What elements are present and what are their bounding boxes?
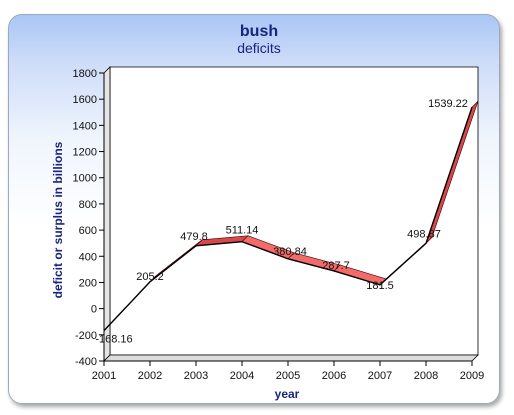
- plot-walls: [103, 66, 479, 362]
- x-tick-label: 2003: [184, 370, 208, 382]
- side-wall: [103, 66, 111, 362]
- data-label: 380.84: [273, 246, 307, 258]
- series-ribbon: [103, 100, 479, 332]
- y-tick-label: -200: [75, 330, 97, 342]
- y-tick-label: 1600: [73, 94, 97, 106]
- y-tick-label: -400: [75, 356, 97, 368]
- y-tick-label: 0: [91, 304, 97, 316]
- back-wall: [109, 66, 479, 356]
- floor: [103, 354, 479, 362]
- data-label: 181.5: [366, 280, 394, 292]
- y-tick-label: 600: [79, 225, 97, 237]
- data-label: 498.87: [407, 228, 441, 240]
- x-axis: 2001 2002 2003 2004 2005 2006 2007 2008 2009: [92, 360, 484, 382]
- x-tick-label: 2006: [322, 370, 346, 382]
- y-tick-label: 400: [79, 251, 97, 263]
- x-tick-label: 2004: [230, 370, 254, 382]
- x-tick-label: 2009: [460, 370, 484, 382]
- data-label: 511.14: [226, 225, 259, 237]
- y-axis-label: deficit or surplus in billions: [51, 141, 65, 298]
- x-tick-label: 2008: [414, 370, 438, 382]
- x-tick-label: 2005: [276, 370, 300, 382]
- data-label: 287.7: [322, 260, 350, 272]
- y-tick-label: 1200: [73, 147, 97, 159]
- data-labels: -168.16 205.2 479.8 511.14 380.84 287.7 181.5 4…: [95, 98, 468, 346]
- y-tick-label: 200: [79, 277, 97, 289]
- data-label: 205.2: [136, 271, 164, 283]
- y-tick-label: 1400: [73, 120, 97, 132]
- chart-subtitle: deficits: [237, 40, 281, 56]
- x-tick-label: 2001: [92, 370, 116, 382]
- x-tick-label: 2002: [138, 370, 162, 382]
- data-label: 479.8: [180, 231, 208, 243]
- y-tick-label: 1000: [73, 173, 97, 185]
- data-label: 1539.22: [428, 98, 468, 110]
- x-tick-label: 2007: [368, 370, 392, 382]
- chart-title: bush: [240, 23, 278, 40]
- data-label: -168.16: [95, 334, 132, 346]
- y-tick-label: 1800: [73, 68, 97, 80]
- series-line: [103, 106, 473, 332]
- y-axis: -400 -200 0 200 400 600 800 1000 1200 1400 1600 180…: [73, 68, 105, 368]
- y-tick-label: 800: [79, 199, 97, 211]
- x-axis-label: year: [275, 387, 300, 401]
